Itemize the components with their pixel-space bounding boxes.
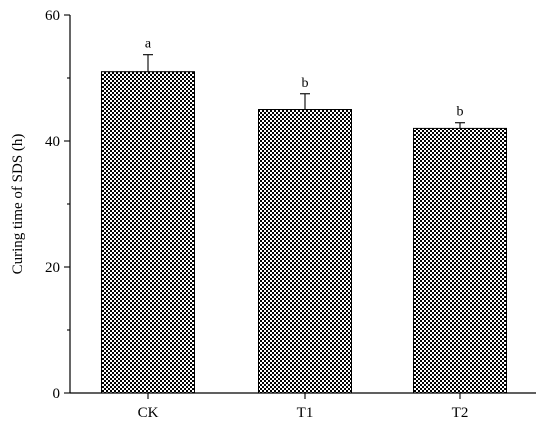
y-tick-label-60: 60 <box>45 8 60 24</box>
bar-ck <box>101 71 195 394</box>
error-bar-t2 <box>455 122 465 129</box>
significance-label-ck: a <box>145 37 152 52</box>
x-tick-label-t2: T2 <box>452 405 469 421</box>
y-tick-label-0: 0 <box>53 386 61 402</box>
x-tick-label-ck: CK <box>138 405 159 421</box>
x-tick-label-t1: T1 <box>297 405 314 421</box>
error-bar-t1 <box>300 93 310 110</box>
error-bars <box>143 54 465 129</box>
significance-label-t1: b <box>302 76 309 91</box>
bars <box>101 71 507 394</box>
bar-t2 <box>413 127 507 394</box>
y-tick-label-20: 20 <box>45 260 60 276</box>
y-tick-label-40: 40 <box>45 134 60 150</box>
significance-labels: a b b <box>145 37 464 120</box>
significance-label-t2: b <box>457 105 464 120</box>
error-bar-ck <box>143 54 153 72</box>
y-ticks: 0 20 40 60 <box>45 8 70 402</box>
x-ticks: CK T1 T2 <box>138 393 469 421</box>
bar-t1 <box>258 109 352 394</box>
y-axis-label: Curing time of SDS (h) <box>10 134 26 275</box>
